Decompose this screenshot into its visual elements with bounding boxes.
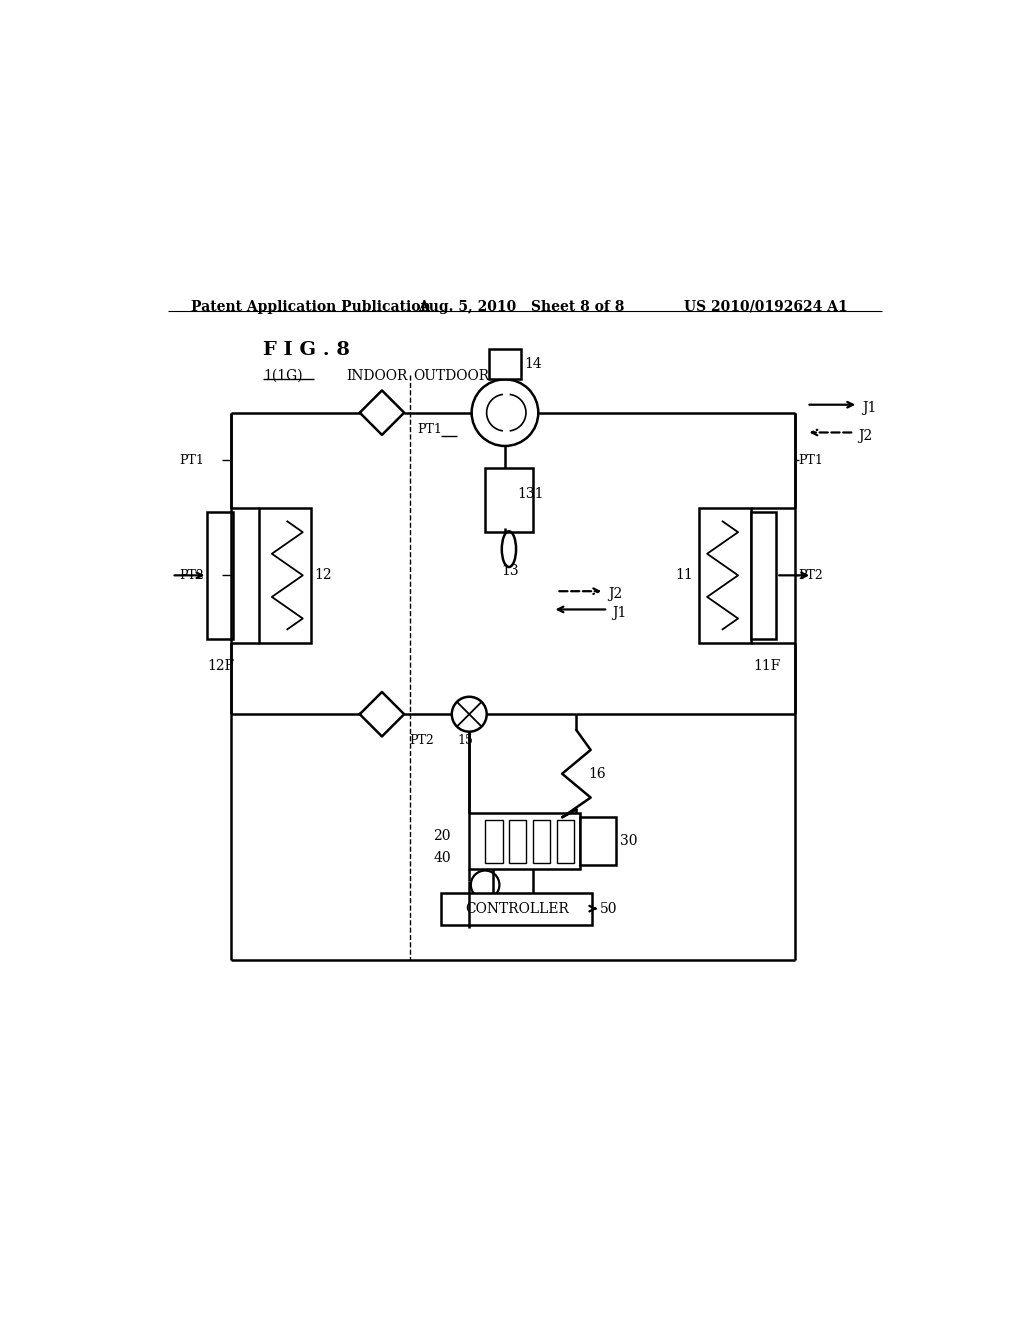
Text: 1(1G): 1(1G) <box>263 370 302 383</box>
Text: PT1: PT1 <box>179 454 205 467</box>
Text: 12F: 12F <box>207 659 234 673</box>
Text: J1: J1 <box>862 401 877 414</box>
Text: 11F: 11F <box>754 659 781 673</box>
Text: PT2: PT2 <box>179 569 205 582</box>
Bar <box>489 350 521 379</box>
Text: J1: J1 <box>612 606 627 619</box>
Text: 14: 14 <box>524 358 543 371</box>
Bar <box>751 512 776 639</box>
Text: Patent Application Publication: Patent Application Publication <box>191 300 431 314</box>
Text: PT1: PT1 <box>418 424 442 437</box>
Bar <box>509 820 526 862</box>
Text: PT2: PT2 <box>799 569 823 582</box>
Text: OUTDOOR: OUTDOOR <box>414 370 489 383</box>
Text: PT1: PT1 <box>799 454 823 467</box>
Bar <box>581 817 616 865</box>
Text: J2: J2 <box>858 429 872 444</box>
Text: J2: J2 <box>608 587 623 602</box>
Text: PT2: PT2 <box>410 734 434 747</box>
Text: 40: 40 <box>433 851 452 865</box>
Text: 11: 11 <box>676 569 693 582</box>
Text: F I G . 8: F I G . 8 <box>263 342 350 359</box>
Text: Aug. 5, 2010: Aug. 5, 2010 <box>418 300 516 314</box>
Text: 15: 15 <box>458 734 473 747</box>
Bar <box>557 820 574 862</box>
Bar <box>485 820 503 862</box>
Text: Sheet 8 of 8: Sheet 8 of 8 <box>531 300 625 314</box>
Bar <box>259 508 310 643</box>
Text: 20: 20 <box>433 829 451 842</box>
Bar <box>485 469 532 532</box>
Bar <box>207 512 232 639</box>
Bar <box>532 820 550 862</box>
Bar <box>699 508 751 643</box>
Text: CONTROLLER: CONTROLLER <box>465 902 568 916</box>
Text: 13: 13 <box>501 564 518 578</box>
Text: US 2010/0192624 A1: US 2010/0192624 A1 <box>684 300 847 314</box>
Text: 16: 16 <box>588 767 606 780</box>
Text: 50: 50 <box>600 902 617 916</box>
Text: 131: 131 <box>517 487 544 500</box>
Text: INDOOR: INDOOR <box>346 370 408 383</box>
Text: 30: 30 <box>620 834 638 849</box>
Bar <box>469 813 581 869</box>
Bar <box>441 892 592 924</box>
Text: 12: 12 <box>314 569 332 582</box>
